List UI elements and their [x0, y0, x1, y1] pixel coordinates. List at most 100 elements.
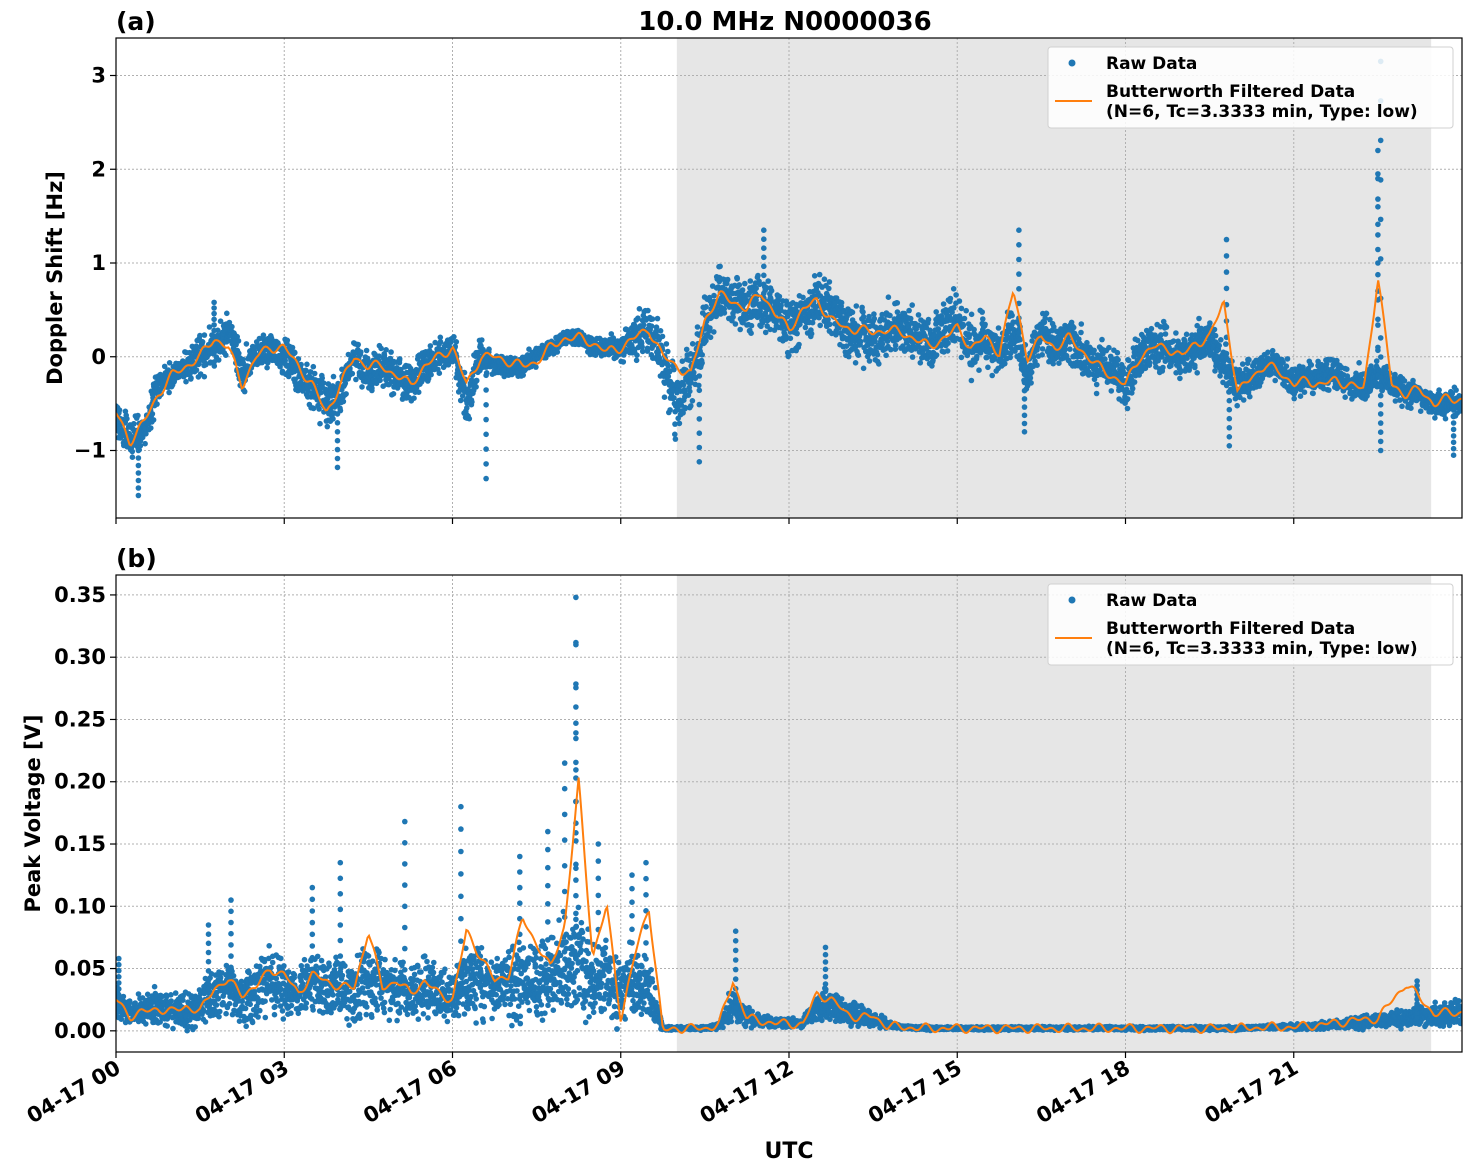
- raw-data-point: [199, 339, 206, 345]
- raw-data-point: [166, 360, 173, 366]
- raw-data-point: [940, 301, 947, 307]
- raw-data-point: [849, 309, 856, 316]
- raw-data-point: [762, 329, 769, 336]
- raw-data-point: [649, 316, 656, 322]
- raw-data-point: [428, 371, 434, 378]
- raw-data-point: [894, 300, 901, 306]
- raw-data-point: [968, 377, 975, 384]
- raw-data-point: [739, 287, 746, 293]
- raw-data-point: [330, 416, 336, 422]
- raw-data-point: [659, 333, 666, 340]
- raw-data-point: [871, 311, 877, 317]
- raw-data-point: [979, 309, 985, 315]
- raw-data-point: [234, 333, 240, 340]
- raw-data-point: [183, 378, 189, 385]
- raw-data-point: [1283, 363, 1290, 370]
- raw-data-point: [855, 352, 862, 359]
- raw-data-point: [1027, 375, 1034, 381]
- raw-data-point: [353, 376, 359, 383]
- raw-data-point: [1099, 336, 1105, 343]
- raw-data-point: [838, 299, 845, 306]
- raw-data-point: [933, 309, 939, 315]
- raw-data-point: [826, 279, 833, 285]
- raw-data-point: [1120, 364, 1127, 371]
- raw-data-point: [860, 365, 867, 372]
- raw-data-point: [377, 377, 383, 384]
- raw-data-point: [1163, 324, 1170, 330]
- raw-data-point: [711, 292, 717, 299]
- raw-data-point: [436, 370, 443, 377]
- raw-data-point: [800, 294, 806, 301]
- raw-data-point: [1062, 346, 1068, 353]
- raw-data-point: [721, 310, 728, 316]
- raw-data-point: [116, 407, 123, 413]
- raw-data-point: [853, 303, 860, 309]
- raw-data-point: [1272, 377, 1278, 384]
- raw-data-point: [872, 338, 878, 345]
- raw-data-point: [1378, 354, 1384, 360]
- raw-data-point: [457, 397, 464, 404]
- raw-data-point: [437, 339, 444, 345]
- raw-data-point: [1002, 360, 1008, 367]
- raw-data-point: [1218, 337, 1224, 343]
- raw-data-point: [469, 399, 475, 405]
- raw-data-point: [787, 335, 794, 342]
- raw-data-point: [143, 431, 149, 437]
- raw-data-point: [852, 360, 859, 366]
- raw-data-point: [1028, 380, 1034, 386]
- raw-data-point: [620, 359, 627, 365]
- raw-data-point: [486, 346, 492, 353]
- raw-data-point: [707, 325, 713, 331]
- raw-data-point: [753, 297, 759, 303]
- raw-data-point: [1239, 361, 1246, 367]
- raw-data-point: [665, 348, 671, 355]
- raw-data-point: [284, 337, 291, 344]
- raw-data-point: [771, 327, 778, 333]
- raw-data-point: [533, 364, 539, 370]
- raw-data-point: [657, 328, 664, 334]
- raw-data-point: [951, 305, 957, 311]
- raw-data-point: [680, 382, 687, 388]
- raw-data-point: [342, 380, 349, 387]
- raw-data-point: [193, 367, 200, 373]
- raw-data-point: [654, 315, 661, 322]
- raw-data-point: [776, 293, 783, 300]
- raw-data-point: [236, 350, 242, 357]
- raw-data-point: [466, 415, 473, 422]
- raw-data-point: [388, 349, 394, 355]
- raw-data-point: [396, 356, 403, 362]
- raw-data-point: [730, 314, 736, 320]
- raw-data-point: [816, 271, 823, 278]
- raw-data-point: [1034, 362, 1040, 369]
- raw-data-point: [682, 405, 688, 412]
- raw-data-point: [960, 321, 966, 328]
- raw-data-point: [639, 344, 645, 350]
- raw-data-point: [330, 373, 337, 380]
- raw-data-point: [1212, 368, 1218, 374]
- raw-data-point: [736, 282, 743, 288]
- raw-data-point: [633, 357, 640, 364]
- raw-data-point: [866, 313, 872, 320]
- raw-data-point: [989, 372, 995, 379]
- raw-data-point: [317, 420, 323, 427]
- raw-data-point: [1124, 396, 1131, 402]
- raw-data-point: [950, 286, 957, 292]
- raw-data-point: [186, 349, 193, 356]
- raw-data-point: [909, 354, 916, 360]
- raw-data-point: [971, 326, 977, 333]
- raw-data-point: [1043, 310, 1050, 317]
- raw-data-point: [734, 276, 740, 282]
- raw-data-point: [968, 311, 975, 318]
- raw-data-point: [378, 345, 384, 352]
- raw-data-point: [310, 363, 317, 370]
- raw-data-point: [634, 352, 640, 359]
- raw-data-point: [310, 405, 317, 412]
- raw-data-point: [363, 347, 370, 354]
- raw-data-point: [885, 294, 892, 301]
- raw-data-point: [843, 343, 850, 350]
- raw-data-point: [680, 410, 686, 416]
- raw-data-point: [1009, 312, 1015, 319]
- raw-data-point: [1194, 370, 1200, 376]
- raw-data-point: [1129, 385, 1136, 392]
- raw-data-point: [256, 335, 263, 342]
